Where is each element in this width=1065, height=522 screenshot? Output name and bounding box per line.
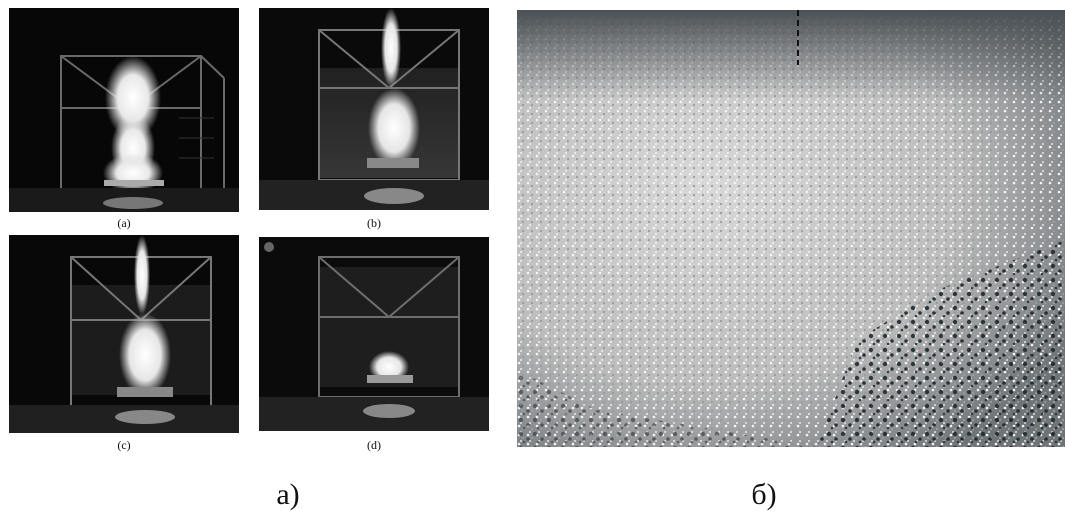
caption-d: (d)	[367, 438, 381, 452]
photo-fire-test-c	[9, 235, 239, 433]
photo-foam-surface	[517, 10, 1065, 447]
figure-label-left: а)	[276, 478, 300, 511]
figure-label-right: б)	[751, 478, 777, 511]
photo-fire-test-a	[9, 8, 239, 212]
photo-fire-test-b	[259, 8, 489, 210]
caption-a: (a)	[117, 216, 131, 230]
caption-c: (c)	[117, 438, 131, 452]
photo-fire-test-d	[259, 237, 489, 431]
caption-b: (b)	[367, 216, 381, 230]
